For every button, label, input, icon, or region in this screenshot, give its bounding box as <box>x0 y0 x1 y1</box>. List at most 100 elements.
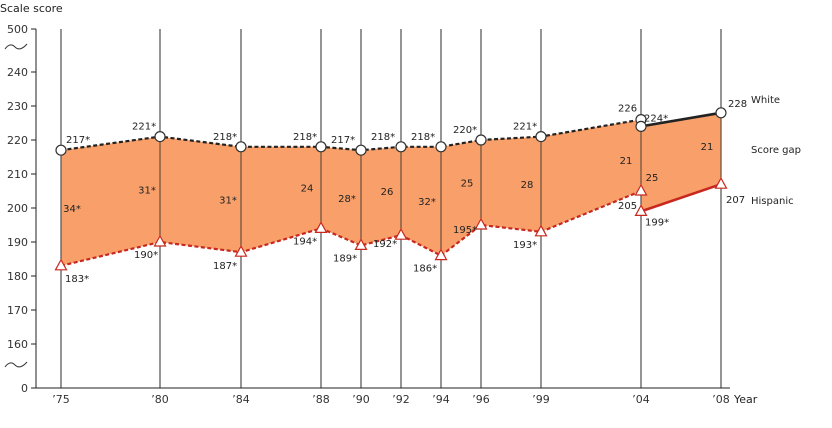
hispanic-value-label-3: 194* <box>293 236 317 247</box>
gap-value-label-1: 31* <box>138 185 156 196</box>
hispanic-marker-10 <box>634 204 648 216</box>
x-tick-label-6: ’94 <box>432 393 450 406</box>
hispanic-value-label-11: 207 <box>726 195 745 206</box>
x-axis-title: Year <box>733 393 758 406</box>
score-gap-area <box>60 29 722 388</box>
y-tick-label-230: 230 <box>7 100 28 113</box>
hispanic-value-label-5: 192* <box>373 239 397 250</box>
white-marker-10 <box>635 120 647 133</box>
hispanic-value-label-6: 186* <box>413 264 437 275</box>
x-tick-label-3: ’88 <box>312 393 330 406</box>
gap-value-label-7: 25 <box>461 179 474 190</box>
y-tick-label-0: 0 <box>21 382 28 395</box>
hispanic-marker-8 <box>534 224 548 237</box>
y-tick-label-170: 170 <box>7 304 28 317</box>
hispanic-value-label-9: 205 <box>618 201 637 212</box>
hispanic-solid-line <box>640 182 722 213</box>
white-value-label-10: 224* <box>644 113 668 124</box>
white-marker-1 <box>154 131 166 143</box>
x-tick-label-0: ’75 <box>52 393 70 406</box>
gap-value-label-9: 21 <box>620 156 633 167</box>
series-legend: White Score gap Hispanic <box>751 95 801 207</box>
x-tick-label-4: ’90 <box>352 393 370 406</box>
white-value-label-3: 218* <box>293 132 317 143</box>
hispanic-value-label-7: 195* <box>453 225 477 236</box>
hispanic-marker-3 <box>314 221 328 233</box>
hispanic-value-label-10: 199* <box>645 217 669 228</box>
series-lines <box>60 111 722 267</box>
white-value-label-0: 217* <box>66 135 90 146</box>
white-value-label-11: 228 <box>728 99 747 110</box>
y-tick-label-240: 240 <box>7 66 28 79</box>
hispanic-marker-2 <box>234 244 248 257</box>
hispanic-dashed-line <box>60 189 642 267</box>
y-tick-label-200: 200 <box>7 202 28 215</box>
white-marker-7 <box>475 134 487 146</box>
hispanic-marker-4 <box>354 238 368 250</box>
hispanic-value-label-4: 189* <box>333 253 357 264</box>
hispanic-marker-9 <box>634 183 648 196</box>
white-marker-11 <box>715 107 727 119</box>
white-value-label-4: 217* <box>331 135 355 146</box>
series-markers <box>54 107 728 271</box>
white-marker-8 <box>535 131 547 143</box>
x-tick-label-7: ’96 <box>472 393 490 406</box>
hispanic-marker-11 <box>714 176 728 189</box>
y-tick-label-210: 210 <box>7 168 28 181</box>
legend-hispanic: Hispanic <box>751 196 794 207</box>
hispanic-marker-6 <box>434 248 448 261</box>
legend-score-gap: Score gap <box>751 145 801 156</box>
white-value-label-2: 218* <box>213 132 237 143</box>
x-tick-label-1: ’80 <box>151 393 169 406</box>
gap-value-label-8: 28 <box>521 180 534 191</box>
hispanic-marker-0 <box>54 258 68 271</box>
white-marker-6 <box>435 141 447 153</box>
hispanic-marker-7 <box>474 217 488 230</box>
white-value-label-9: 226 <box>618 104 637 115</box>
y-axis-title: Scale score <box>0 2 63 15</box>
y-tick-label-190: 190 <box>7 236 28 249</box>
gap-value-label-11: 21 <box>701 142 714 153</box>
gap-value-label-5: 26 <box>381 187 394 198</box>
legend-white: White <box>751 95 780 106</box>
gap-value-label-2: 31* <box>219 196 237 207</box>
y-tick-label-500: 500 <box>7 23 28 36</box>
white-marker-3 <box>315 141 327 153</box>
y-tick-label-220: 220 <box>7 134 28 147</box>
x-tick-label-2: ’84 <box>232 393 250 406</box>
y-tick-label-180: 180 <box>7 270 28 283</box>
axis-break-1 <box>4 361 28 368</box>
hispanic-value-label-2: 187* <box>213 261 237 272</box>
x-tick-label-10: ’08 <box>712 393 730 406</box>
gap-value-label-6: 32* <box>418 197 436 208</box>
white-value-label-6: 218* <box>411 132 435 143</box>
score-gap-fill <box>61 112 721 266</box>
hispanic-value-label-8: 193* <box>513 240 537 251</box>
white-marker-4 <box>355 144 367 156</box>
x-tick-label-5: ’92 <box>392 393 410 406</box>
data-labels: 217* 221* 218* 218* 217* 218* 218* 220* 221* 226 2… <box>63 99 747 285</box>
white-solid-line <box>640 111 722 128</box>
axes: 500 240 230 220 210 200 190 180 170 160 0 Scale sco… <box>0 2 758 406</box>
hispanic-value-label-1: 190* <box>134 250 158 261</box>
gap-value-label-4: 28* <box>338 194 356 205</box>
hispanic-marker-1 <box>153 234 167 247</box>
white-value-label-1: 221* <box>132 122 156 133</box>
gap-value-label-3: 24 <box>301 184 314 195</box>
white-marker-0 <box>55 144 67 156</box>
hispanic-marker-5 <box>394 227 408 240</box>
white-marker-5 <box>395 141 407 153</box>
hispanic-value-label-0: 183* <box>65 274 89 285</box>
gap-value-label-10: 25 <box>646 173 659 184</box>
x-tick-label-8: ’99 <box>532 393 550 406</box>
white-value-label-7: 220* <box>453 125 477 136</box>
x-tick-label-9: ’04 <box>632 393 650 406</box>
gap-value-label-0: 34* <box>63 204 81 215</box>
white-dashed-line <box>60 118 642 152</box>
y-tick-label-160: 160 <box>7 338 28 351</box>
white-marker-2 <box>235 141 247 153</box>
axis-break-0 <box>4 43 28 50</box>
white-value-label-8: 221* <box>513 122 537 133</box>
white-value-label-5: 218* <box>371 132 395 143</box>
